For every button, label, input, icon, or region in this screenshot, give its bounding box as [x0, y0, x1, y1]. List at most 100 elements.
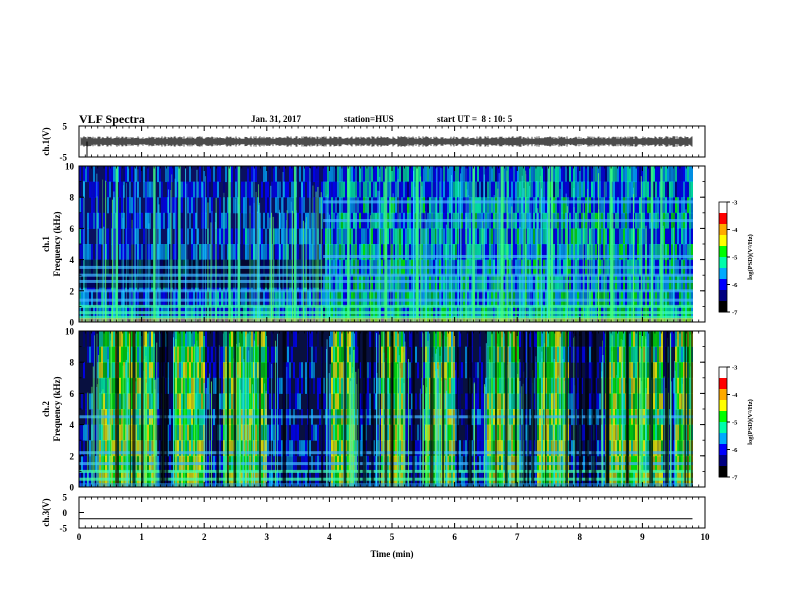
- spectrogram-cell: [571, 166, 573, 183]
- spectrogram-cell: [155, 306, 157, 322]
- spectrogram-cell: [265, 306, 267, 322]
- spectrogram-cell: [395, 393, 397, 410]
- spectrogram-cell: [579, 197, 581, 214]
- spectrogram-cell: [669, 166, 671, 183]
- spectrogram-cell: [161, 306, 163, 322]
- sferic-spike: [603, 181, 605, 322]
- spectrogram-cell: [261, 377, 263, 394]
- spectrogram-cell: [485, 306, 487, 322]
- spectrogram-cell: [269, 166, 271, 183]
- spectrogram-cell: [601, 244, 603, 261]
- sferic-spike: [105, 180, 107, 322]
- spectrogram-cell: [411, 306, 413, 322]
- spectrogram-cell: [185, 440, 187, 457]
- spectrogram-cell: [645, 166, 647, 183]
- spectrogram-cell: [563, 197, 565, 214]
- spectrogram-cell: [257, 331, 259, 348]
- spectrogram-cell: [541, 306, 543, 322]
- spectrogram-cell: [103, 181, 105, 198]
- spectrogram-cell: [429, 393, 431, 410]
- spectrogram-cell: [321, 212, 323, 229]
- spectrogram-cell: [285, 228, 287, 245]
- spectrogram-cell: [177, 362, 179, 379]
- spectrogram-cell: [453, 244, 455, 261]
- spectrogram-cell: [229, 346, 231, 363]
- sferic-spike: [158, 204, 160, 322]
- spectrogram-cell: [475, 306, 477, 322]
- spectrogram-cell: [369, 181, 371, 198]
- y-tick-label: 5: [63, 122, 68, 132]
- spectrogram-cell: [515, 166, 517, 183]
- spectrogram-cell: [347, 331, 349, 348]
- spectrogram-cell: [415, 166, 417, 183]
- spectrogram-cell: [607, 197, 609, 214]
- spectrogram-cell: [329, 181, 331, 198]
- spectrogram-cell: [231, 346, 233, 363]
- spectrogram-cell: [255, 424, 257, 441]
- spectrogram-cell: [445, 197, 447, 214]
- spectrogram-cell: [409, 377, 411, 394]
- spectrogram-cell: [279, 377, 281, 394]
- spectrogram-cell: [467, 306, 469, 322]
- spectrogram-cell: [135, 244, 137, 261]
- spectrogram-cell: [113, 166, 115, 183]
- spectrogram-cell: [401, 440, 403, 457]
- spectrogram-cell: [231, 166, 233, 183]
- sferic-spike: [153, 166, 156, 322]
- spectrogram-cell: [675, 197, 677, 214]
- spectrogram-cell: [219, 212, 221, 229]
- spectrogram-cell: [515, 244, 517, 261]
- spectrogram-cell: [527, 228, 529, 245]
- spectrogram-cell: [253, 424, 255, 441]
- spectrogram-cell: [479, 228, 481, 245]
- spectrogram-cell: [489, 228, 491, 245]
- spectrogram-cell: [513, 197, 515, 214]
- spectrogram-cell: [493, 181, 495, 198]
- spectrogram-cell: [341, 377, 343, 394]
- spectrogram-cell: [195, 393, 197, 410]
- spectrogram-cell: [365, 181, 367, 198]
- colorbar-label: log(PSD)(V²/Hz): [747, 234, 754, 280]
- spectrogram-cell: [129, 197, 131, 214]
- spectrogram-cell: [273, 346, 275, 363]
- spectrogram-cell: [587, 306, 589, 322]
- spectrogram-cell: [517, 166, 519, 183]
- sferic-spike: [207, 202, 209, 322]
- spectrogram-cell: [179, 393, 181, 410]
- spectrogram-cell: [297, 424, 299, 441]
- spectrogram-cell: [607, 275, 609, 292]
- spectrogram-cell: [629, 244, 631, 261]
- spectrogram-cell: [391, 181, 393, 198]
- spectrogram-cell: [199, 306, 201, 322]
- spectrogram-cell: [137, 346, 139, 363]
- spectrogram-cell: [113, 346, 115, 363]
- spectrogram-cell: [341, 228, 343, 245]
- spectrogram-cell: [637, 275, 639, 292]
- spectrogram-cell: [315, 166, 317, 183]
- spectrogram-cell: [589, 306, 591, 322]
- spectrogram-cell: [509, 228, 511, 245]
- spectrogram-cell: [615, 244, 617, 261]
- spectrogram-cell: [461, 166, 463, 183]
- spectrogram-cell: [443, 275, 445, 292]
- spectrogram-cell: [535, 275, 537, 292]
- spectrogram-cell: [579, 275, 581, 292]
- spectrogram-cell: [285, 440, 287, 457]
- spectrogram-cell: [631, 275, 633, 292]
- spectrogram-cell: [555, 306, 557, 322]
- spectrogram-cell: [255, 440, 257, 457]
- spectrogram-cell: [223, 244, 225, 261]
- spectrogram-cell: [443, 306, 445, 322]
- spectrogram-cell: [95, 212, 97, 229]
- spectrogram-cell: [347, 377, 349, 394]
- spectrogram-cell: [287, 424, 289, 441]
- spectrogram-cell: [459, 197, 461, 214]
- spectrogram-cell: [125, 346, 127, 363]
- spectrogram-cell: [659, 166, 661, 183]
- spectrogram-cell: [179, 424, 181, 441]
- spectrogram-cell: [515, 275, 517, 292]
- colorbar-swatch: [719, 290, 727, 302]
- spectrogram-cell: [465, 166, 467, 183]
- spectrogram-cell: [459, 377, 461, 394]
- spectrogram-cell: [563, 275, 565, 292]
